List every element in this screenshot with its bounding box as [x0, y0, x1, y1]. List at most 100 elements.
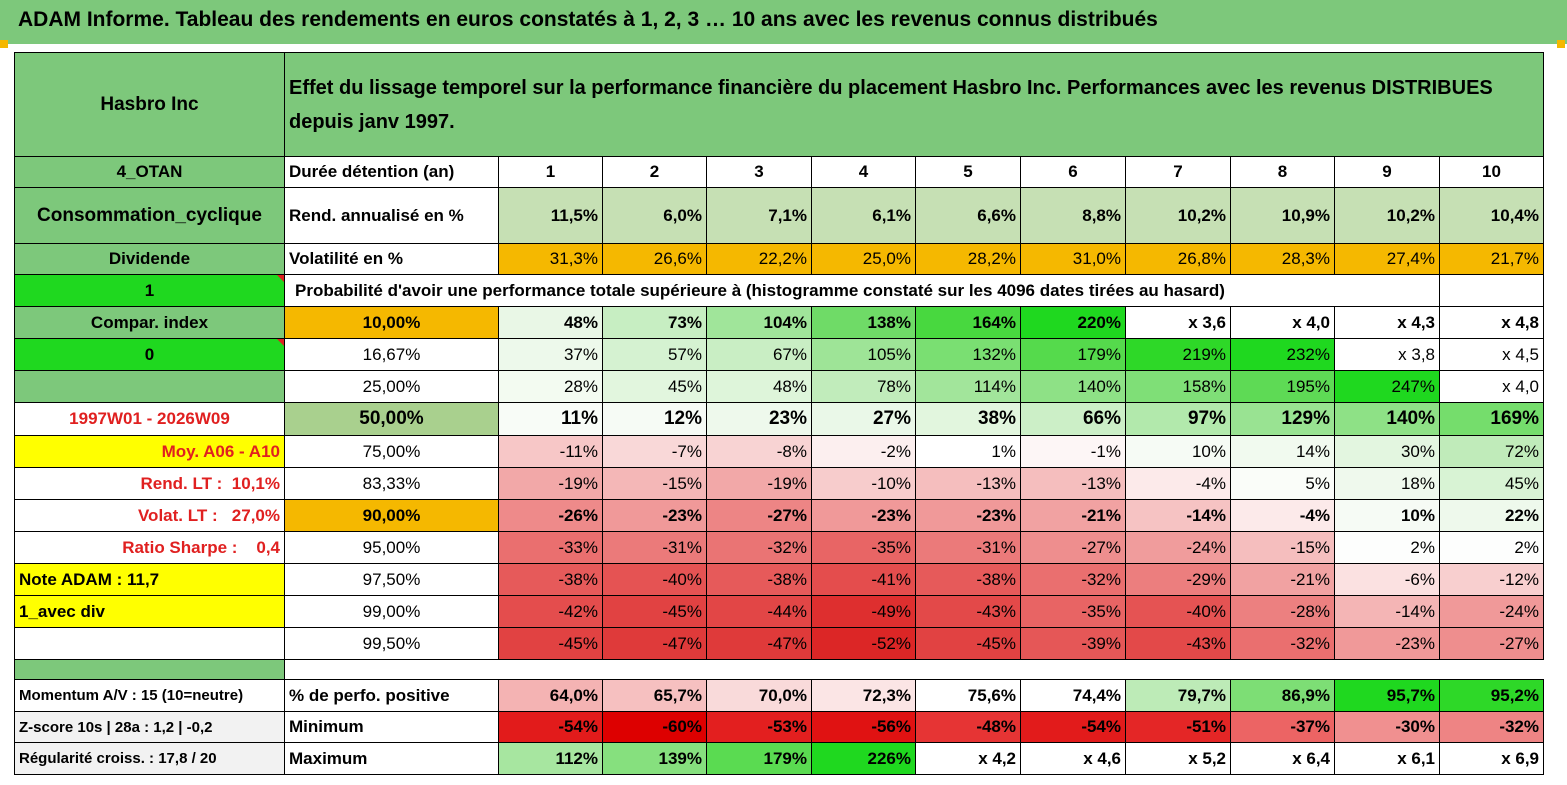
- rend-value: 6,1%: [811, 187, 916, 244]
- pos-cell: 79,7%: [1125, 679, 1231, 712]
- prob-cell: -23%: [1334, 627, 1440, 660]
- compar-index-label: Compar. index: [14, 306, 285, 339]
- min-cell: -51%: [1125, 711, 1231, 743]
- prob-row-25: 25,00% 28% 45% 48% 78% 114% 140% 158% 19…: [14, 370, 1544, 403]
- prob-cell: -45%: [498, 627, 603, 660]
- prob-cell: 73%: [602, 306, 707, 339]
- prob-cell: -27%: [1020, 531, 1126, 564]
- flag-one-cell[interactable]: 1: [14, 274, 285, 307]
- vol-value: 28,2%: [915, 243, 1021, 275]
- prob-cell: x 4,3: [1334, 306, 1440, 339]
- prob-cell: -27%: [1439, 627, 1544, 660]
- prob-header-row: 1 Probabilité d'avoir une performance to…: [14, 274, 1544, 307]
- description-text: Effet du lissage temporel sur la perform…: [284, 52, 1544, 157]
- vol-value: 31,0%: [1020, 243, 1126, 275]
- rend-value: 10,9%: [1230, 187, 1335, 244]
- min-cell: -54%: [1020, 711, 1126, 743]
- prob-cell: -40%: [1125, 595, 1231, 628]
- vol-value: 26,6%: [602, 243, 707, 275]
- max-cell: x 4,2: [915, 742, 1021, 775]
- prob-cell: -19%: [498, 467, 603, 500]
- flag-zero: 0: [144, 344, 155, 364]
- prob-cell: 14%: [1230, 435, 1335, 468]
- year-5: 5: [915, 156, 1021, 188]
- prob-cell: 1%: [915, 435, 1021, 468]
- prob-cell: -14%: [1334, 595, 1440, 628]
- prob-cell: x 4,0: [1230, 306, 1335, 339]
- year-10: 10: [1439, 156, 1544, 188]
- prob-cell: -13%: [1020, 467, 1126, 500]
- empty-green-cell: [14, 370, 285, 403]
- min-cell: -54%: [498, 711, 603, 743]
- spacer-green: [14, 659, 285, 680]
- min-cell: -60%: [602, 711, 707, 743]
- max-label: Maximum: [284, 742, 499, 775]
- prob-cell: 169%: [1439, 402, 1544, 436]
- prob-cell: 67%: [706, 338, 812, 371]
- prob-cell: 129%: [1230, 402, 1335, 436]
- prob-cell: x 3,6: [1125, 306, 1231, 339]
- pos-cell: 64,0%: [498, 679, 603, 712]
- prob-cell: 37%: [498, 338, 603, 371]
- prob-cell: -33%: [498, 531, 603, 564]
- prob-cell: 138%: [811, 306, 916, 339]
- comment-marker: [277, 275, 284, 282]
- rend-value: 10,2%: [1334, 187, 1440, 244]
- prob-cell: -32%: [1020, 563, 1126, 596]
- max-cell: x 5,2: [1125, 742, 1231, 775]
- prob-level: 95,00%: [284, 531, 499, 564]
- prob-cell: 12%: [602, 402, 707, 436]
- maximum-row: Régularité croiss. : 17,8 / 20 Maximum 1…: [14, 742, 1544, 775]
- sharpe-cell: Ratio Sharpe : 0,4: [14, 531, 285, 564]
- rend-lt-label: Rend. LT :: [140, 473, 223, 493]
- alliance-label: 4_OTAN: [14, 156, 285, 188]
- pos-cell: 65,7%: [602, 679, 707, 712]
- vol-row: Dividende Volatilité en % 31,3% 26,6% 22…: [14, 243, 1544, 275]
- prob-header: Probabilité d'avoir une performance tota…: [284, 274, 1440, 307]
- header-row: Hasbro Inc Effet du lissage temporel sur…: [14, 52, 1544, 157]
- rend-value: 7,1%: [706, 187, 812, 244]
- prob-level: 75,00%: [284, 435, 499, 468]
- max-cell: 139%: [602, 742, 707, 775]
- volat-lt-label: Volat. LT :: [137, 505, 218, 525]
- prob-cell: -23%: [811, 499, 916, 532]
- prob-cell: 38%: [915, 402, 1021, 436]
- prob-cell: -45%: [915, 627, 1021, 660]
- prob-cell: -31%: [602, 531, 707, 564]
- prob-level: 16,67%: [284, 338, 499, 371]
- prob-level: 25,00%: [284, 370, 499, 403]
- rend-label: Rend. annualisé en %: [284, 187, 499, 244]
- regularite-label: Régularité croiss. : 17,8 / 20: [14, 742, 285, 775]
- prob-cell: -42%: [498, 595, 603, 628]
- prob-row-75: Moy. A06 - A10 75,00% -11% -7% -8% -2% 1…: [14, 435, 1544, 468]
- sharpe-label: Ratio Sharpe :: [122, 537, 238, 557]
- sector-label: Consommation_cyclique: [14, 187, 285, 244]
- max-cell: x 6,9: [1439, 742, 1544, 775]
- max-cell: x 6,4: [1230, 742, 1335, 775]
- rend-value: 6,0%: [602, 187, 707, 244]
- empty-cell: [1439, 274, 1544, 307]
- prob-cell: -41%: [811, 563, 916, 596]
- prob-cell: -15%: [602, 467, 707, 500]
- prob-cell: 72%: [1439, 435, 1544, 468]
- prob-cell: 132%: [915, 338, 1021, 371]
- rend-value: 10,4%: [1439, 187, 1544, 244]
- prob-cell: -4%: [1230, 499, 1335, 532]
- comment-marker: [277, 339, 284, 346]
- year-3: 3: [706, 156, 812, 188]
- prob-cell: -32%: [706, 531, 812, 564]
- vol-value: 27,4%: [1334, 243, 1440, 275]
- flag-zero-cell[interactable]: 0: [14, 338, 285, 371]
- min-cell: -37%: [1230, 711, 1335, 743]
- prob-cell: 48%: [498, 306, 603, 339]
- empty-cell: [14, 627, 285, 660]
- prob-cell: 232%: [1230, 338, 1335, 371]
- prob-level: 90,00%: [284, 499, 499, 532]
- vol-label: Volatilité en %: [284, 243, 499, 275]
- max-cell: x 6,1: [1334, 742, 1440, 775]
- prob-cell: -13%: [915, 467, 1021, 500]
- prob-cell: 140%: [1020, 370, 1126, 403]
- company-name: Hasbro Inc: [14, 52, 285, 157]
- vol-value: 21,7%: [1439, 243, 1544, 275]
- prob-row-16: 0 16,67% 37% 57% 67% 105% 132% 179% 219%…: [14, 338, 1544, 371]
